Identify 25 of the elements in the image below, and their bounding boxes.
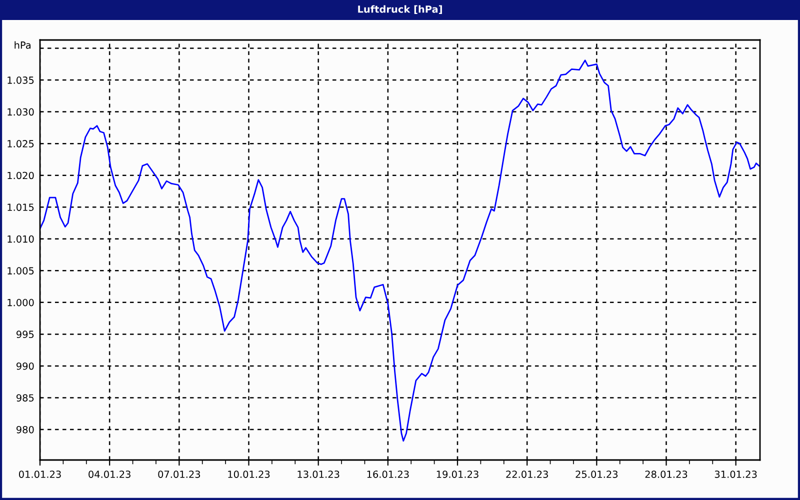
- y-tick-label: 1.015: [8, 204, 34, 211]
- x-tick-label: 22.01.23: [506, 470, 548, 478]
- x-tick-label: 31.01.23: [714, 470, 757, 478]
- x-tick-label: 28.01.23: [645, 470, 688, 478]
- x-tick-label: 07.01.23: [158, 470, 200, 478]
- x-tick-label: 10.01.23: [228, 470, 270, 478]
- y-tick-label: 1.010: [8, 235, 34, 243]
- y-tick-label: 1.035: [8, 76, 34, 84]
- y-tick-label: 1.030: [8, 108, 34, 116]
- x-tick-label: 04.01.23: [88, 470, 130, 478]
- y-axis-title: hPa: [14, 41, 30, 49]
- y-tick-label: 1.025: [8, 140, 34, 148]
- x-tick-label: 13.01.23: [298, 470, 340, 478]
- y-tick-label: 985: [16, 394, 34, 402]
- x-tick-label: 01.01.23: [18, 470, 61, 478]
- y-tick-label: 1.005: [8, 267, 34, 274]
- y-tick-label: 995: [16, 330, 34, 338]
- chart-title: Luftdruck [hPa]: [358, 5, 442, 14]
- y-tick-label: 1.000: [8, 298, 34, 306]
- y-tick-label: 980: [16, 426, 34, 434]
- y-tick-label: 990: [16, 362, 34, 370]
- x-tick-label: 19.01.23: [436, 470, 478, 478]
- x-tick-label: 16.01.23: [367, 470, 409, 478]
- y-tick-label: 1.020: [8, 172, 34, 180]
- x-tick-label: 25.01.23: [576, 470, 618, 478]
